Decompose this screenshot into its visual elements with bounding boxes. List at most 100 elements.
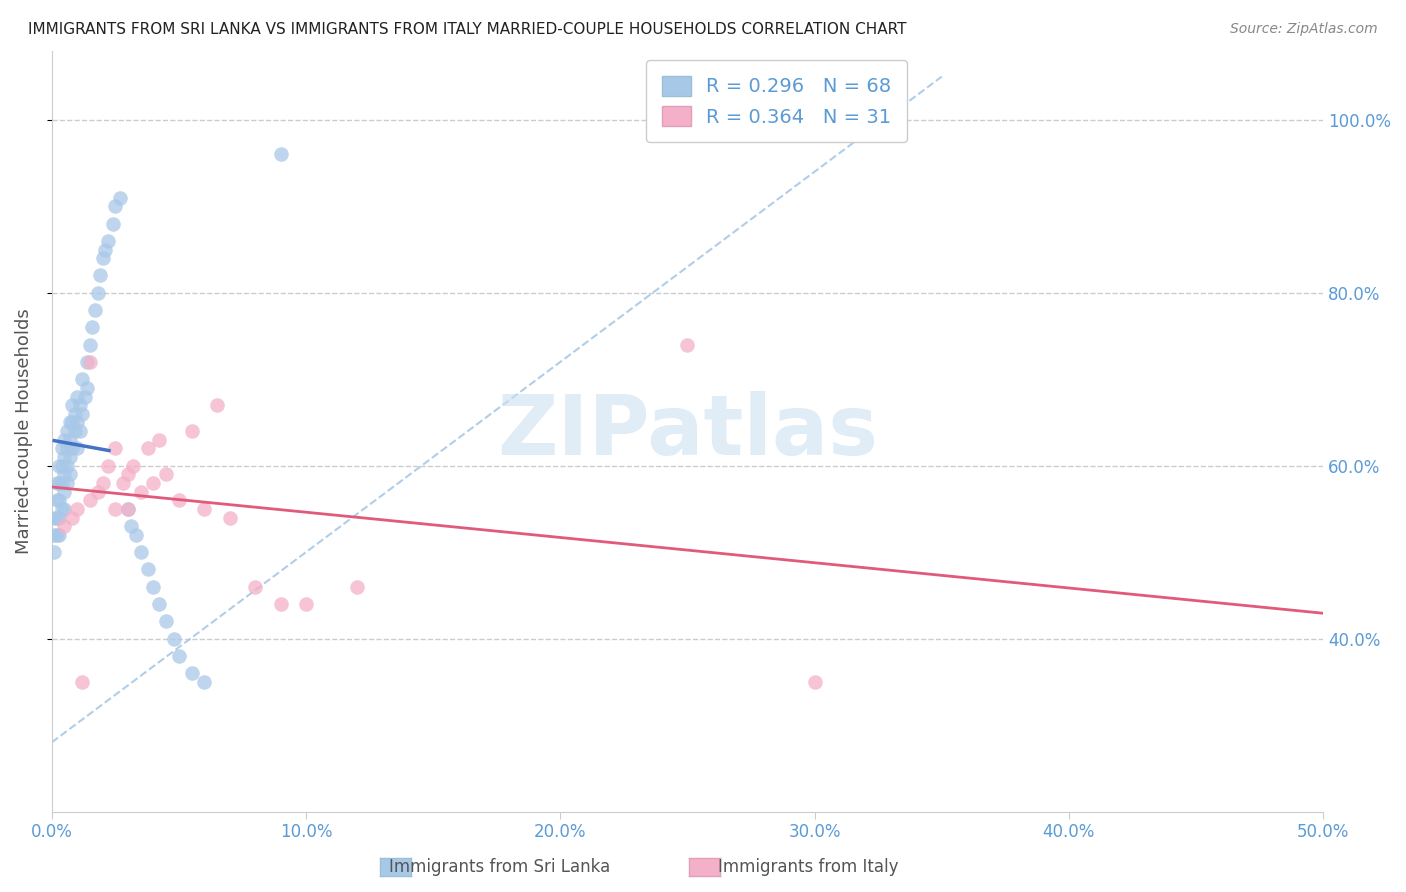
Point: [76, 355, 98, 369]
Point: [91, 475, 114, 490]
Point: [53, 484, 76, 499]
Point: [94, 243, 117, 257]
Text: ZIPatlas: ZIPatlas: [496, 391, 877, 472]
Point: [155, 467, 177, 482]
Point: [48, 475, 70, 490]
Point: [86, 484, 108, 499]
Point: [72, 674, 94, 689]
Text: Source: ZipAtlas.com: Source: ZipAtlas.com: [1230, 22, 1378, 37]
Point: [76, 381, 98, 395]
Point: [129, 545, 152, 559]
Legend: R = 0.296   N = 68, R = 0.364   N = 31: R = 0.296 N = 68, R = 0.364 N = 31: [645, 61, 907, 143]
Point: [167, 493, 190, 508]
Point: [111, 475, 134, 490]
Point: [142, 475, 165, 490]
Point: [51, 475, 73, 490]
Point: [48, 510, 70, 524]
Point: [163, 632, 186, 646]
Point: [138, 442, 160, 456]
Point: [45, 528, 67, 542]
Point: [51, 458, 73, 473]
Point: [69, 398, 91, 412]
Point: [270, 147, 292, 161]
Point: [44, 510, 66, 524]
Text: IMMIGRANTS FROM SRI LANKA VS IMMIGRANTS FROM ITALY MARRIED-COUPLE HOUSEHOLDS COR: IMMIGRANTS FROM SRI LANKA VS IMMIGRANTS …: [28, 22, 907, 37]
Point: [193, 674, 215, 689]
Point: [60, 416, 83, 430]
Point: [803, 674, 825, 689]
Point: [97, 458, 120, 473]
Point: [104, 442, 127, 456]
Point: [89, 268, 111, 283]
Point: [79, 493, 101, 508]
Point: [56, 475, 79, 490]
Point: [53, 519, 76, 533]
Point: [66, 416, 89, 430]
Point: [58, 467, 80, 482]
Point: [148, 433, 170, 447]
Point: [138, 562, 160, 576]
Point: [58, 433, 80, 447]
Point: [180, 424, 202, 438]
Point: [60, 442, 83, 456]
Point: [48, 493, 70, 508]
Point: [84, 303, 107, 318]
Point: [117, 467, 139, 482]
Point: [48, 458, 70, 473]
Point: [79, 337, 101, 351]
Point: [86, 285, 108, 300]
Point: [142, 580, 165, 594]
Point: [69, 424, 91, 438]
Point: [167, 648, 190, 663]
Point: [129, 484, 152, 499]
Point: [53, 450, 76, 464]
Point: [53, 467, 76, 482]
Point: [104, 502, 127, 516]
Point: [79, 355, 101, 369]
Point: [218, 510, 240, 524]
Point: [66, 502, 89, 516]
Text: Immigrants from Italy: Immigrants from Italy: [718, 858, 898, 876]
Point: [117, 502, 139, 516]
Point: [56, 442, 79, 456]
Point: [44, 528, 66, 542]
Point: [73, 390, 96, 404]
Point: [110, 191, 132, 205]
Point: [148, 597, 170, 611]
Point: [104, 199, 127, 213]
Point: [63, 407, 86, 421]
Point: [53, 433, 76, 447]
Point: [72, 407, 94, 421]
Point: [48, 528, 70, 542]
Point: [295, 597, 318, 611]
Point: [117, 502, 139, 516]
Text: Immigrants from Sri Lanka: Immigrants from Sri Lanka: [388, 858, 610, 876]
Point: [346, 580, 368, 594]
Point: [124, 528, 146, 542]
Y-axis label: Married-couple Households: Married-couple Households: [15, 309, 32, 554]
Point: [44, 545, 66, 559]
Point: [63, 424, 86, 438]
Point: [58, 450, 80, 464]
Point: [58, 416, 80, 430]
Point: [97, 234, 120, 248]
Point: [91, 251, 114, 265]
Point: [72, 372, 94, 386]
Point: [53, 502, 76, 516]
Point: [51, 442, 73, 456]
Point: [122, 458, 145, 473]
Point: [205, 398, 228, 412]
Point: [45, 475, 67, 490]
Point: [193, 502, 215, 516]
Point: [155, 615, 177, 629]
Point: [243, 580, 266, 594]
Point: [180, 666, 202, 681]
Point: [66, 390, 89, 404]
Point: [66, 442, 89, 456]
Point: [51, 502, 73, 516]
Point: [82, 320, 104, 334]
Point: [60, 398, 83, 412]
Point: [45, 493, 67, 508]
Point: [101, 217, 124, 231]
Point: [56, 424, 79, 438]
